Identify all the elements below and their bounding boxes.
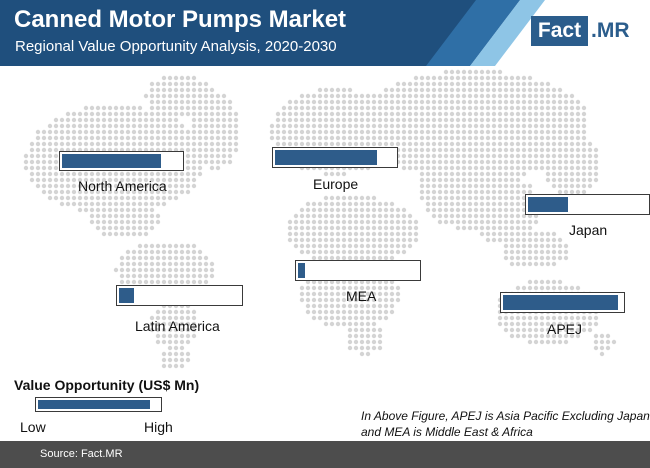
label-north-america: North America [78,178,167,194]
footer-bar: Source: Fact.MR [0,441,650,468]
legend-high-label: High [144,419,173,435]
legend-bar-fill [38,400,150,409]
bar-apej [500,292,625,313]
bar-north-america [59,151,184,171]
bar-fill-mea [298,263,305,278]
chart-title: Canned Motor Pumps Market [14,6,347,33]
bar-japan [525,194,650,215]
header-shapes [0,0,545,66]
source-text: Source: Fact.MR [40,448,123,460]
header-banner: Canned Motor Pumps Market Regional Value… [0,0,650,66]
bar-fill-japan [528,197,568,212]
label-europe: Europe [313,176,359,192]
bar-latin-america [116,285,243,306]
logo-mr-text: .MR [591,19,630,42]
legend-low-label: Low [20,419,46,435]
bar-europe [272,147,398,168]
label-japan: Japan [569,222,608,238]
label-mea: MEA [346,288,377,304]
bar-fill-latin-america [119,288,134,303]
footnote-line-2: and MEA is Middle East & Africa [361,425,533,439]
label-latin-america: Latin America [135,318,220,334]
footnote-line-1: In Above Figure, APEJ is Asia Pacific Ex… [361,409,650,423]
label-apej: APEJ [547,321,583,337]
legend-bar [35,397,162,412]
footnote: In Above Figure, APEJ is Asia Pacific Ex… [361,408,650,440]
chart-subtitle: Regional Value Opportunity Analysis, 202… [15,38,337,55]
bar-fill-europe [275,150,377,165]
bar-mea [295,260,421,281]
bar-fill-north-america [62,154,161,168]
legend-title: Value Opportunity (US$ Mn) [14,377,200,393]
logo-fact-text: Fact [531,16,588,46]
bar-fill-apej [503,295,618,310]
